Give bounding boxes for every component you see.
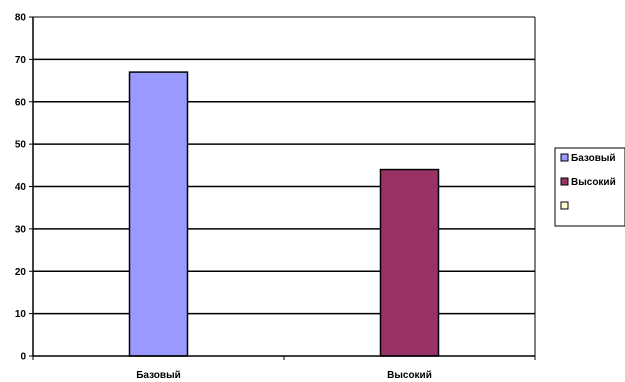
legend-items: Базовый Высокий <box>560 153 616 210</box>
y-tick-label: 10 <box>15 309 27 320</box>
legend-label: Высокий <box>571 177 616 188</box>
legend-swatch <box>560 153 569 162</box>
y-tick-labels: 0 10 20 30 40 50 60 70 80 <box>15 13 33 363</box>
legend-swatch <box>560 201 569 210</box>
bar-0 <box>128 71 189 357</box>
y-tick-label: 70 <box>15 55 27 66</box>
x-category-labels: Базовый Высокий <box>32 356 536 381</box>
legend-swatch <box>560 177 569 186</box>
x-category-label: Высокий <box>387 370 432 381</box>
y-tick-label: 30 <box>15 224 27 235</box>
legend: Базовый Высокий <box>554 147 625 227</box>
y-tick-label: 20 <box>15 267 27 278</box>
bar-1 <box>379 168 440 357</box>
x-category-label: Базовый <box>136 370 181 381</box>
y-tick-label: 40 <box>15 182 27 193</box>
legend-label: Базовый <box>571 153 616 164</box>
gridlines <box>33 58 535 315</box>
y-tick-label: 60 <box>15 97 27 108</box>
y-tick-label: 0 <box>20 352 26 363</box>
y-tick-label: 80 <box>15 13 27 24</box>
y-tick-label: 50 <box>15 140 27 151</box>
